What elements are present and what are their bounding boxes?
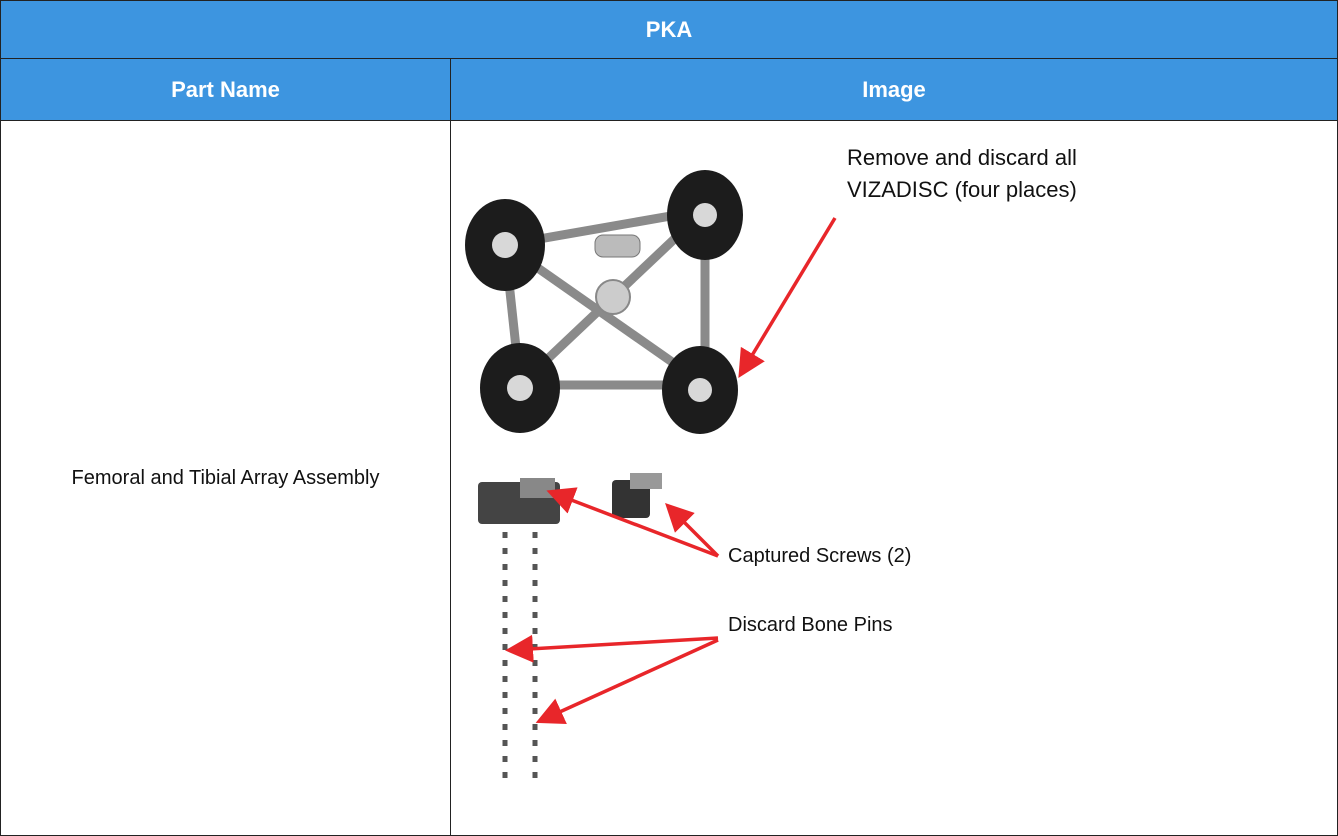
table-title: PKA <box>0 0 1338 59</box>
callout: Captured Screws (2) <box>728 545 912 567</box>
callout: Remove and discard all VIZADISC (four pl… <box>847 145 1077 202</box>
callout: Discard Bone Pins <box>728 614 893 636</box>
column-header: Image <box>450 58 1338 121</box>
